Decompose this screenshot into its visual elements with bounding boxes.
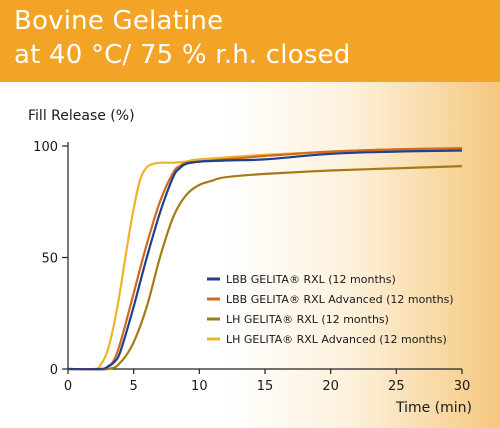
y-tick-label: 100 xyxy=(33,140,58,155)
legend-label: LH GELITA® RXL Advanced (12 months) xyxy=(226,333,447,346)
y-tick-label: 50 xyxy=(41,252,58,267)
series-line-2 xyxy=(67,165,463,371)
title-banner: Bovine Gelatine at 40 °C/ 75 % r.h. clos… xyxy=(0,0,500,82)
series-lines xyxy=(67,147,463,371)
x-tick-label: 25 xyxy=(388,379,405,394)
x-axis-label: Time (min) xyxy=(395,400,472,416)
axes: 0 50 100 0 5 10 15 20 25 30 xyxy=(33,140,470,394)
x-tick-label: 0 xyxy=(64,379,72,394)
legend-label: LBB GELITA® RXL (12 months) xyxy=(226,273,396,286)
y-tick-label: 0 xyxy=(50,363,58,378)
x-tick-label: 10 xyxy=(191,379,208,394)
y-axis-label: Fill Release (%) xyxy=(28,108,135,124)
legend-label: LH GELITA® RXL (12 months) xyxy=(226,313,389,326)
x-tick-label: 20 xyxy=(322,379,339,394)
x-tick-label: 15 xyxy=(257,379,274,394)
legend: LBB GELITA® RXL (12 months) LBB GELITA® R… xyxy=(207,273,454,346)
legend-label: LBB GELITA® RXL Advanced (12 months) xyxy=(226,293,454,306)
x-tick-label: 5 xyxy=(130,379,138,394)
series-line-0 xyxy=(67,149,463,371)
title-line-1: Bovine Gelatine xyxy=(14,6,224,36)
x-tick-label: 30 xyxy=(454,379,471,394)
title-line-2: at 40 °C/ 75 % r.h. closed xyxy=(14,40,351,70)
